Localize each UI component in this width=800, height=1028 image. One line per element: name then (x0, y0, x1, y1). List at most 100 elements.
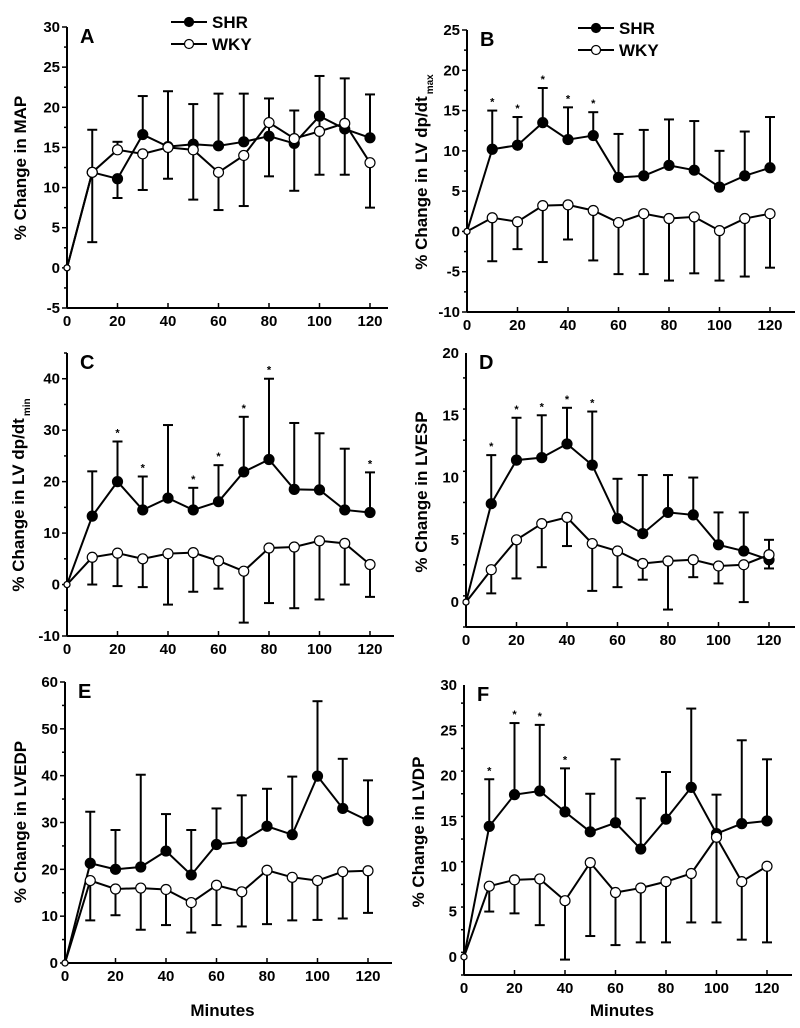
data-point-wky (137, 553, 149, 565)
data-point-shr (111, 173, 124, 185)
data-point-shr (162, 492, 174, 504)
data-point-wky (486, 212, 498, 224)
data-point-wky (685, 867, 697, 880)
x-tick-label: 0 (460, 980, 468, 997)
significance-marker: * (267, 365, 272, 377)
data-point-shr (486, 143, 498, 155)
data-point-wky (637, 557, 649, 570)
y-axis-label: % Change in MAP (11, 96, 30, 241)
data-point-wky (86, 166, 98, 178)
y-tick-label: 5 (52, 220, 60, 237)
x-tick-label: 100 (706, 632, 731, 649)
x-tick-label: 60 (610, 317, 627, 334)
y-tick-label: 10 (43, 180, 60, 197)
data-point-wky (364, 157, 376, 169)
x-tick-label: 80 (259, 968, 276, 985)
data-point-wky (611, 545, 624, 557)
x-tick-label: 20 (107, 968, 124, 985)
x-tick-label: 40 (160, 313, 177, 330)
legend-label: WKY (619, 41, 659, 60)
legend-label: SHR (619, 19, 655, 38)
y-tick-label: 30 (440, 677, 457, 694)
data-point-shr (561, 438, 573, 450)
data-point-shr (485, 498, 497, 510)
data-point-wky (688, 211, 700, 223)
data-point-wky (210, 879, 223, 891)
data-point-wky (160, 883, 172, 896)
data-point-shr (761, 815, 773, 827)
data-point-shr (534, 785, 546, 797)
x-axis-label: Minutes (190, 1001, 254, 1020)
data-point-wky (86, 551, 98, 563)
data-point-shr (263, 453, 275, 466)
y-tick-label: 15 (443, 103, 460, 120)
y-tick-label: 0 (452, 223, 460, 240)
x-tick-label: 40 (160, 641, 177, 658)
data-point-shr (637, 527, 649, 540)
y-axis-label: % Change in LV dp/dtmin (9, 398, 33, 591)
data-point-shr (483, 820, 495, 832)
significance-marker: * (141, 462, 146, 474)
panel-label: C (80, 352, 94, 374)
significance-marker: * (368, 458, 373, 470)
x-tick-label: 120 (754, 980, 779, 997)
data-point-wky (537, 200, 549, 212)
panel-b: -10 -5 0 5 10 15 20 25 0 20 40 60 80 100 120 B % Change … (412, 19, 795, 334)
data-point-wky (660, 876, 672, 888)
data-point-wky (109, 883, 122, 895)
data-point-wky (63, 264, 71, 272)
y-tick-label: 0 (52, 260, 60, 277)
y-tick-label: -10 (38, 628, 60, 645)
x-tick-label: 80 (658, 980, 675, 997)
data-point-shr (663, 159, 675, 171)
y-axis-label: % Change in LV dp/dtmax (412, 74, 436, 270)
significance-marker: * (490, 97, 495, 109)
data-point-shr (236, 836, 248, 848)
significance-marker: * (115, 428, 120, 440)
data-point-shr (685, 781, 697, 794)
x-tick-label: 60 (208, 968, 225, 985)
data-point-wky (137, 148, 149, 160)
data-point-wky (288, 541, 300, 553)
panel-label: B (480, 29, 494, 51)
data-point-wky (612, 216, 625, 229)
x-tick-label: 40 (560, 317, 577, 334)
data-point-shr (559, 806, 571, 818)
y-tick-label: 15 (442, 407, 459, 424)
data-point-shr (263, 130, 275, 142)
y-axis-label: % Change in LVDP (409, 757, 428, 908)
y-tick-label: 20 (443, 62, 460, 79)
panel-d: 0 5 10 15 20 0 20 40 60 80 100 120 D % Change in LVES… (412, 345, 795, 649)
data-point-wky (111, 144, 124, 156)
x-tick-label: 20 (506, 980, 523, 997)
x-tick-label: 80 (261, 313, 278, 330)
data-point-wky (511, 216, 524, 228)
x-tick-label: 20 (109, 641, 126, 658)
x-tick-label: 120 (756, 632, 781, 649)
legend: SHR WKY (578, 19, 659, 60)
y-tick-label: -5 (447, 264, 460, 281)
y-tick-label: -5 (47, 300, 60, 317)
data-point-shr (238, 466, 250, 478)
y-tick-label: 10 (43, 525, 60, 542)
data-point-wky (687, 554, 699, 566)
significance-marker: * (216, 451, 221, 463)
data-point-shr (160, 845, 172, 857)
x-axis-label: Minutes (590, 1001, 654, 1020)
data-point-shr (609, 817, 622, 829)
data-point-wky (738, 559, 750, 571)
x-tick-label: 60 (609, 632, 626, 649)
x-tick-label: 40 (158, 968, 175, 985)
data-point-shr (362, 815, 374, 827)
panel-f: 0 5 10 15 20 25 30 0 20 40 60 80 100 120 F % Change in … (409, 677, 792, 1020)
data-point-wky (763, 549, 775, 561)
data-point-shr (238, 136, 250, 148)
data-point-wky (135, 882, 147, 894)
data-point-shr (286, 829, 298, 841)
data-point-wky (561, 511, 573, 524)
x-tick-label: 0 (61, 968, 69, 985)
data-point-wky (485, 564, 497, 576)
significance-marker: * (489, 441, 494, 453)
x-tick-label: 80 (660, 632, 677, 649)
